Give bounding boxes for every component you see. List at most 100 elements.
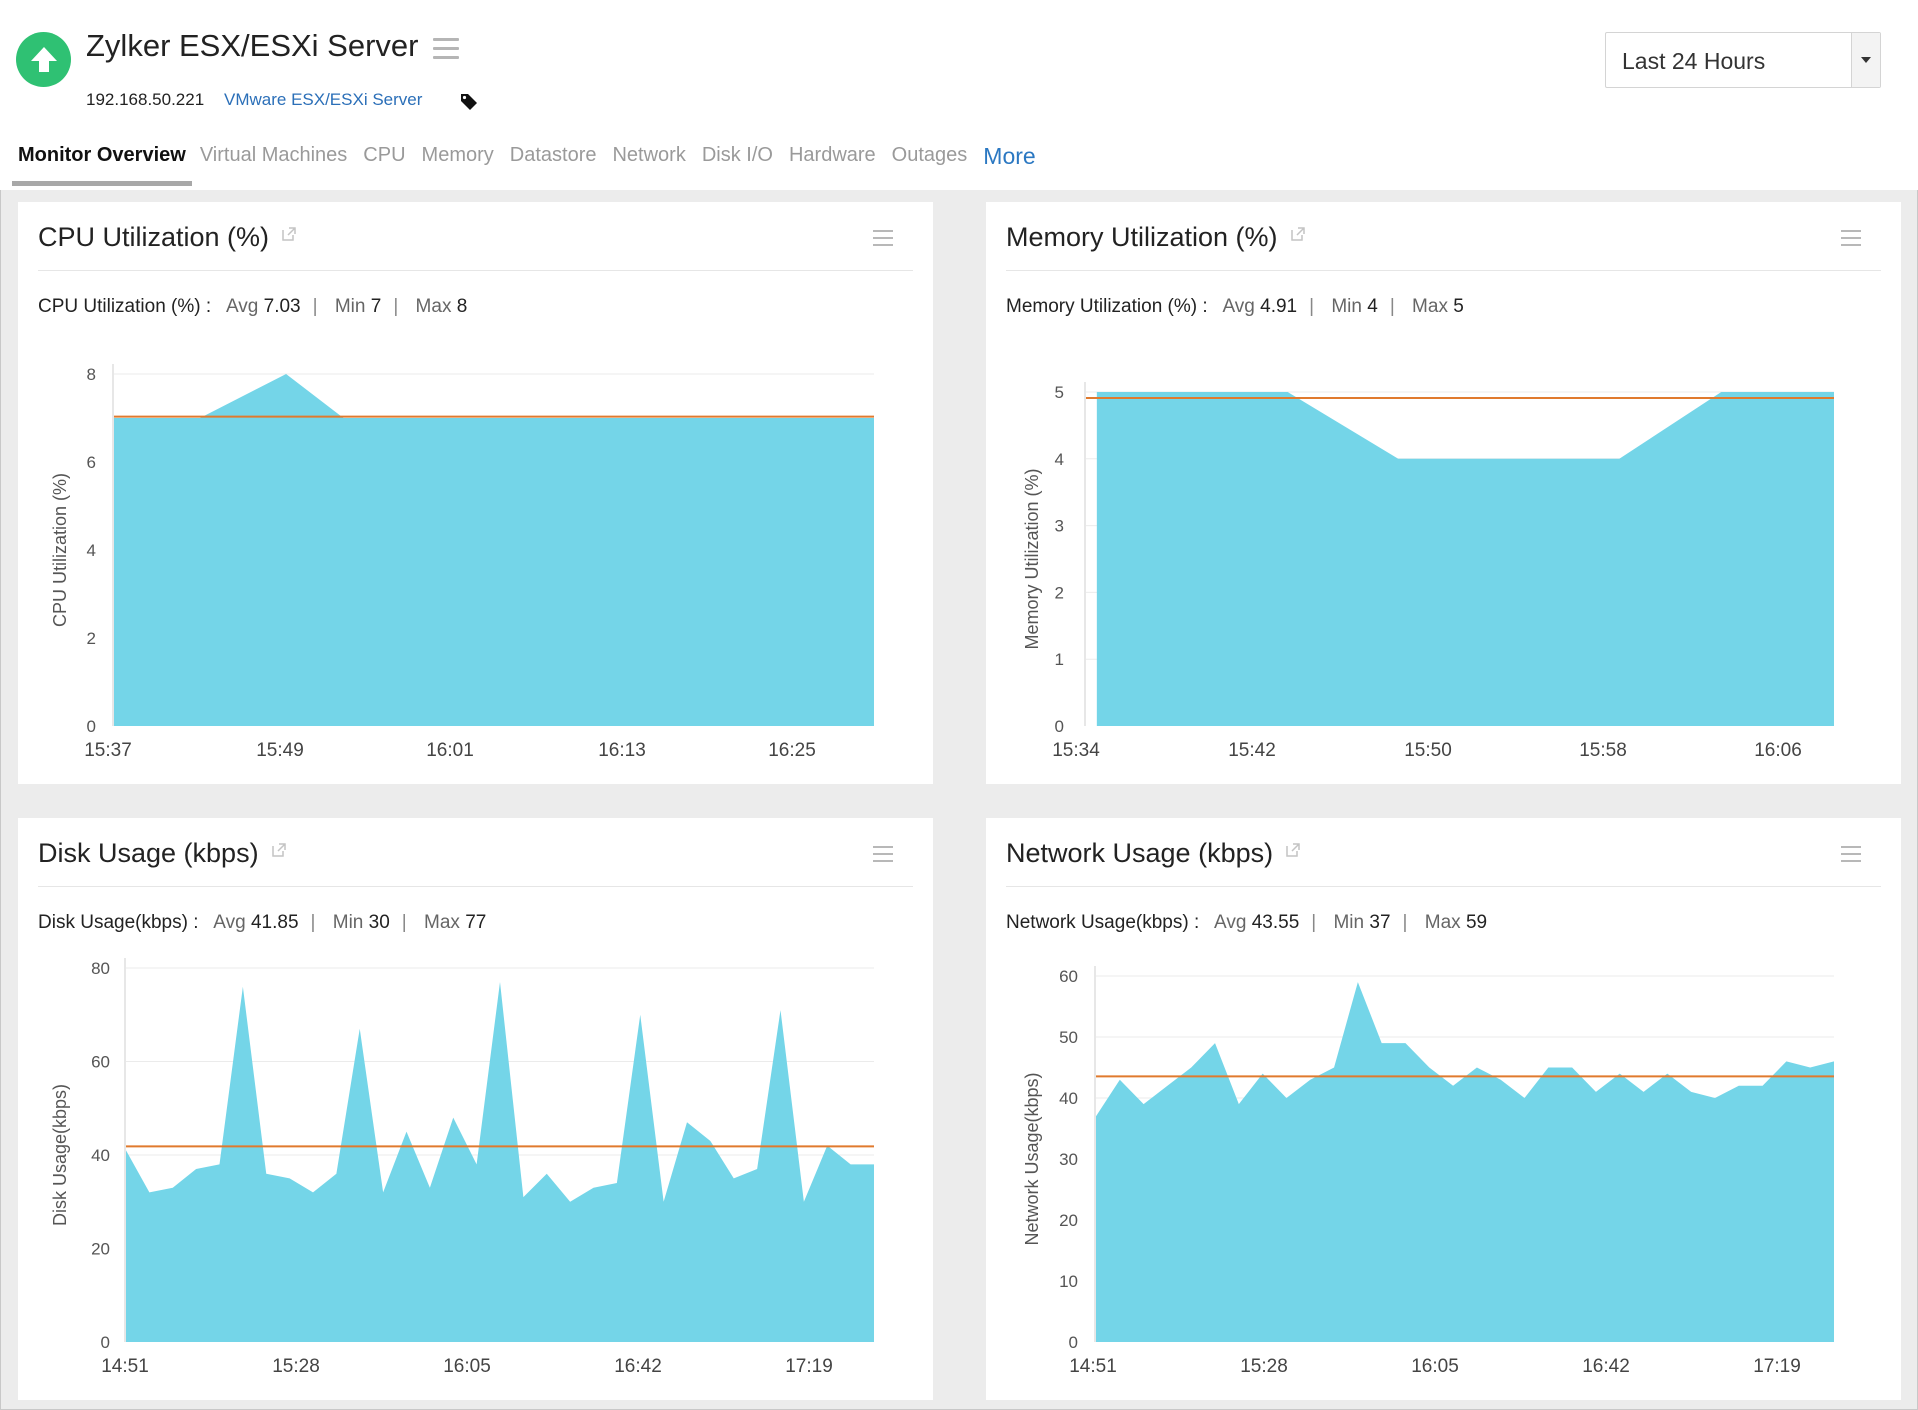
x-tick-label: 16:06 — [1754, 740, 1802, 761]
x-tick-label: 15:58 — [1579, 740, 1627, 761]
memory-utilization-panel: Memory Utilization (%) Memory Utilizatio… — [986, 202, 1901, 784]
panel-title: Disk Usage (kbps) — [38, 838, 287, 869]
y-tick-label: 1 — [1055, 650, 1064, 669]
y-axis-label: Network Usage(kbps) — [1022, 1072, 1042, 1245]
panel-menu-icon[interactable] — [1841, 230, 1861, 251]
cpu-utilization-panel: CPU Utilization (%) CPU Utilization (%) … — [18, 202, 933, 784]
panel-menu-icon[interactable] — [873, 230, 893, 251]
monitor-title: Zylker ESX/ESXi Server — [86, 28, 419, 63]
panel-title: CPU Utilization (%) — [38, 222, 297, 253]
x-tick-label: 16:13 — [598, 740, 646, 761]
tab-memory[interactable]: Memory — [421, 144, 494, 166]
network-usage-panel: Network Usage (kbps) Network Usage(kbps)… — [986, 818, 1901, 1400]
panel-divider — [38, 886, 913, 887]
y-tick-label: 40 — [91, 1146, 110, 1165]
chevron-down-icon[interactable] — [1851, 33, 1880, 87]
monitor-ip: 192.168.50.221 — [86, 90, 205, 109]
x-tick-label: 16:01 — [426, 740, 474, 761]
y-tick-label: 60 — [1059, 967, 1078, 986]
y-tick-label: 2 — [87, 629, 96, 648]
x-tick-label: 16:42 — [1582, 1356, 1630, 1377]
x-tick-label: 15:49 — [256, 740, 304, 761]
panel-stats: CPU Utilization (%) : Avg 7.03 | Min 7 | M… — [38, 296, 468, 317]
series-area[interactable] — [1096, 982, 1834, 1342]
y-tick-label: 0 — [87, 717, 96, 736]
y-tick-label: 5 — [1055, 383, 1064, 402]
tag-icon[interactable] — [459, 92, 479, 112]
x-tick-label: 15:28 — [1240, 1356, 1288, 1377]
y-tick-label: 3 — [1055, 517, 1064, 536]
time-range-select[interactable]: Last 24 Hours — [1605, 32, 1881, 88]
series-area[interactable] — [1096, 392, 1834, 726]
tab-datastore[interactable]: Datastore — [509, 144, 597, 166]
x-tick-label: 14:51 — [1069, 1356, 1117, 1377]
y-tick-label: 60 — [91, 1053, 110, 1072]
x-tick-label: 15:42 — [1228, 740, 1276, 761]
panel-divider — [1006, 270, 1881, 271]
monitor-type-link[interactable]: VMware ESX/ESXi Server — [224, 90, 423, 109]
tab-monitor-overview[interactable]: Monitor Overview — [12, 140, 192, 186]
panel-menu-icon[interactable] — [1841, 846, 1861, 867]
x-tick-label: 16:42 — [614, 1356, 662, 1377]
panel-divider — [1006, 886, 1881, 887]
cpu-utilization-chart: 0 2 4 6 8 15:37 15:49 16:01 16:13 16:25 CPU Utiliz… — [50, 364, 874, 761]
y-tick-label: 40 — [1059, 1089, 1078, 1108]
external-link-icon[interactable] — [271, 842, 287, 858]
x-tick-label: 17:19 — [1753, 1356, 1801, 1377]
y-tick-label: 20 — [1059, 1211, 1078, 1230]
network-usage-chart: 0 10 20 30 40 50 60 14:51 15:28 16:05 16:42 17:19 Ne… — [1022, 966, 1834, 1377]
x-tick-label: 16:05 — [1411, 1356, 1459, 1377]
y-tick-label: 0 — [101, 1333, 110, 1352]
x-tick-label: 17:19 — [785, 1356, 833, 1377]
y-tick-label: 10 — [1059, 1272, 1078, 1291]
disk-usage-panel: Disk Usage (kbps) Disk Usage(kbps) : Avg… — [18, 818, 933, 1400]
panel-title: Network Usage (kbps) — [1006, 838, 1301, 869]
panel-menu-icon[interactable] — [873, 846, 893, 867]
external-link-icon[interactable] — [1285, 842, 1301, 858]
y-tick-label: 4 — [87, 541, 96, 560]
external-link-icon[interactable] — [1290, 226, 1306, 242]
tab-more[interactable]: More — [983, 143, 1036, 169]
y-axis-label: CPU Utilization (%) — [50, 473, 70, 627]
tab-cpu[interactable]: CPU — [363, 144, 406, 166]
y-tick-label: 30 — [1059, 1150, 1078, 1169]
series-area[interactable] — [126, 982, 874, 1342]
y-tick-label: 8 — [87, 365, 96, 384]
external-link-icon[interactable] — [281, 226, 297, 242]
series-area[interactable] — [114, 374, 874, 726]
y-tick-label: 20 — [91, 1240, 110, 1259]
x-tick-label: 16:05 — [443, 1356, 491, 1377]
y-axis-label: Disk Usage(kbps) — [50, 1084, 70, 1226]
monitor-header: Zylker ESX/ESXi Server 192.168.50.221 VM… — [0, 0, 1918, 190]
y-tick-label: 0 — [1069, 1333, 1078, 1352]
y-axis-label: Memory Utilization (%) — [1022, 468, 1042, 649]
tab-network[interactable]: Network — [612, 144, 686, 166]
x-tick-label: 15:37 — [84, 740, 132, 761]
panel-stats: Network Usage(kbps) : Avg 43.55 | Min 37 |… — [1006, 912, 1488, 933]
x-tick-label: 15:34 — [1052, 740, 1100, 761]
y-tick-label: 2 — [1055, 583, 1064, 602]
x-tick-label: 16:25 — [768, 740, 816, 761]
y-tick-label: 50 — [1059, 1028, 1078, 1047]
y-tick-label: 0 — [1055, 717, 1064, 736]
panel-divider — [38, 270, 913, 271]
monitor-tabs: Monitor Overview Virtual Machines CPU Me… — [12, 140, 1044, 190]
panel-stats: Memory Utilization (%) : Avg 4.91 | Min 4… — [1006, 296, 1464, 317]
tab-hardware[interactable]: Hardware — [788, 144, 876, 166]
y-tick-label: 4 — [1055, 450, 1064, 469]
tab-outages[interactable]: Outages — [891, 144, 968, 166]
memory-utilization-chart: 0 1 2 3 4 5 15:34 15:42 15:50 15:58 16:06 Memory Ut… — [1022, 382, 1834, 761]
tab-disk-io[interactable]: Disk I/O — [701, 144, 773, 166]
disk-usage-chart: 0 20 40 60 80 14:51 15:28 16:05 16:42 17:19 Disk U… — [50, 958, 874, 1377]
status-up-icon — [16, 32, 71, 87]
panel-title: Memory Utilization (%) — [1006, 222, 1306, 253]
x-tick-label: 14:51 — [101, 1356, 149, 1377]
x-tick-label: 15:28 — [272, 1356, 320, 1377]
time-range-value: Last 24 Hours — [1622, 48, 1766, 74]
panel-stats: Disk Usage(kbps) : Avg 41.85 | Min 30 | Ma… — [38, 912, 487, 933]
y-tick-label: 80 — [91, 959, 110, 978]
monitor-menu-icon[interactable] — [433, 38, 459, 60]
x-tick-label: 15:50 — [1404, 740, 1452, 761]
y-tick-label: 6 — [87, 453, 96, 472]
tab-virtual-machines[interactable]: Virtual Machines — [199, 144, 348, 166]
